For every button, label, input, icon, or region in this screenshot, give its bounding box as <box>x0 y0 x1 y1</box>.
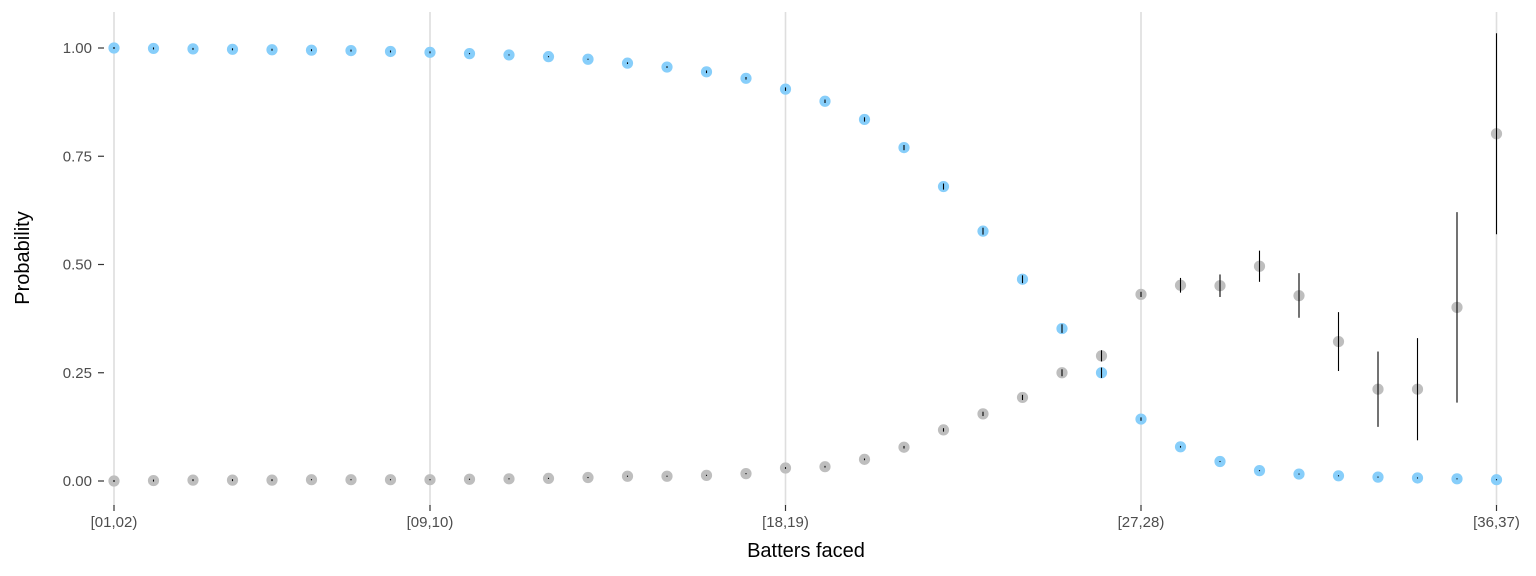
x-tick-label-1: [09,10) <box>407 514 454 531</box>
x-tick-label-2: [18,19) <box>762 514 809 531</box>
y-tick-label-2: 0.50 <box>63 257 92 274</box>
x-tick-label-3: [27,28) <box>1118 514 1165 531</box>
x-axis-title: Batters faced <box>747 540 865 562</box>
y-axis: 0.00 0.25 0.50 0.75 1.00 <box>63 40 104 490</box>
y-axis-title: Probability <box>12 211 34 304</box>
y-tick-label-0: 0.00 <box>63 473 92 490</box>
x-tick-label-0: [01,02) <box>91 514 138 531</box>
y-tick-label-3: 0.75 <box>63 148 92 165</box>
x-axis: [01,02) [09,10) [18,19) [27,28) [36,37) <box>91 505 1520 531</box>
grid <box>113 12 1498 506</box>
y-tick-label-4: 1.00 <box>63 40 92 57</box>
points <box>108 33 1503 487</box>
x-tick-label-4: [36,37) <box>1473 514 1520 531</box>
y-tick-label-1: 0.25 <box>63 365 92 382</box>
